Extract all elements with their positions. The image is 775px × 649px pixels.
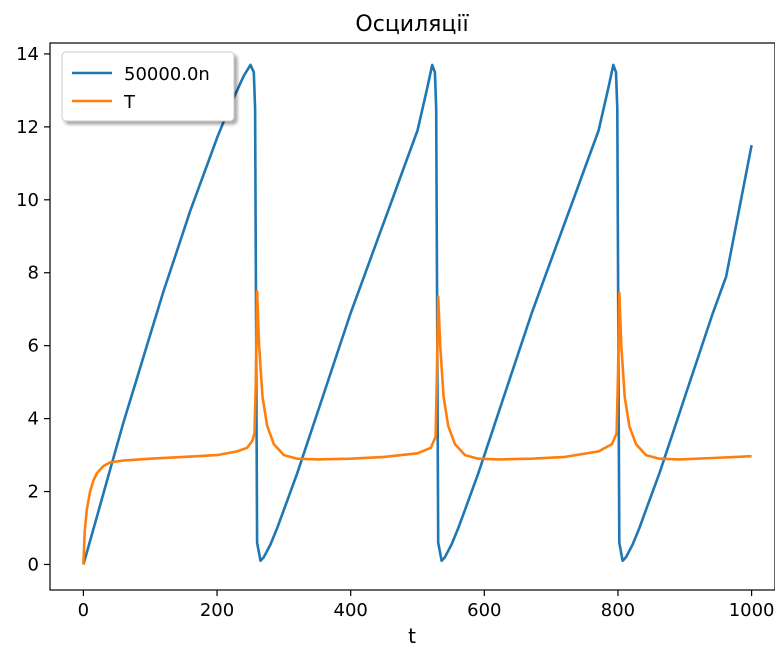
x-axis-label: t: [408, 624, 416, 648]
y-tick-label: 6: [28, 336, 39, 357]
plot-frame: [49, 42, 775, 591]
y-tick-label: 8: [28, 263, 39, 284]
x-tick-label: 1000: [729, 600, 775, 621]
x-tick-label: 800: [601, 600, 635, 621]
y-tick-label: 10: [16, 190, 39, 211]
y-tick-label: 0: [28, 554, 39, 575]
chart-title: Осциляції: [355, 12, 469, 37]
x-axis-ticks: 0 200 400 600 800 1000: [78, 590, 775, 621]
series-line-2: [82, 289, 752, 565]
legend: 50000.0n T: [61, 51, 235, 122]
x-tick-label: 600: [467, 600, 501, 621]
legend-box: [61, 51, 235, 122]
y-tick-label: 2: [28, 482, 39, 503]
x-tick-label: 400: [334, 600, 368, 621]
y-tick-label: 14: [16, 44, 39, 65]
y-tick-label: 12: [16, 117, 39, 138]
y-axis-ticks: 0 2 4 6 8 10 12 14: [16, 44, 50, 575]
x-tick-label: 0: [78, 600, 89, 621]
series-lines: [82, 63, 753, 565]
y-tick-label: 4: [28, 409, 39, 430]
legend-label-series-2: T: [123, 92, 136, 113]
legend-label-series-1: 50000.0n: [124, 64, 210, 85]
x-tick-label: 200: [200, 600, 234, 621]
series-line-1: [82, 63, 753, 565]
